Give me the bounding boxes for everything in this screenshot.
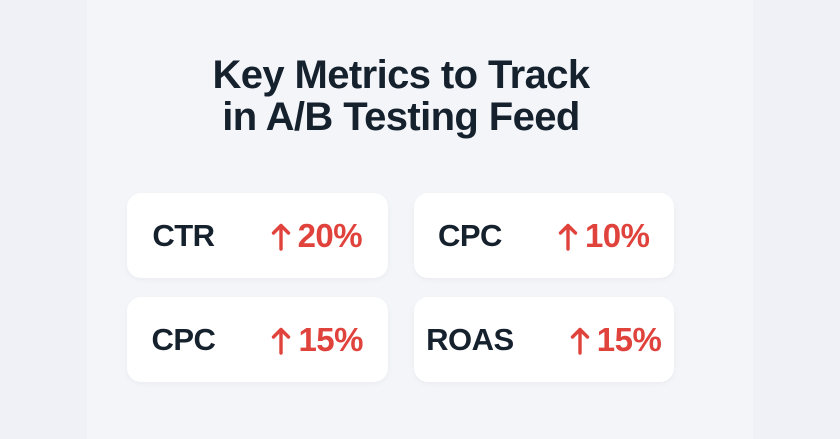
metric-label: CPC (151, 321, 216, 357)
metric-value: 15% (570, 323, 662, 356)
metric-value: 20% (271, 219, 363, 252)
page-title: Key Metrics to Track in A/B Testing Feed (0, 54, 802, 138)
metric-value: 10% (558, 219, 650, 252)
metric-card-cpc-bottom: CPC 15% (127, 297, 388, 382)
metrics-grid: CTR 20% CPC 10% CPC (127, 193, 674, 382)
metric-card-roas: ROAS 15% (413, 297, 674, 382)
metric-percent: 10% (584, 217, 650, 254)
metric-percent: 15% (298, 321, 363, 358)
metric-label: CPC (437, 217, 502, 253)
title-line-1: Key Metrics to Track (212, 53, 590, 97)
metric-label: ROAS (426, 321, 514, 357)
metric-card-cpc-top: CPC 10% (413, 193, 674, 278)
metric-label: CTR (152, 217, 215, 253)
metric-card-ctr: CTR 20% (127, 193, 388, 278)
up-arrow-icon (272, 327, 291, 355)
up-arrow-icon (570, 327, 589, 355)
title-line-2: in A/B Testing Feed (222, 95, 580, 139)
metric-value: 15% (271, 323, 363, 356)
metric-percent: 15% (596, 321, 662, 358)
up-arrow-icon (558, 223, 578, 251)
metric-percent: 20% (297, 217, 363, 254)
up-arrow-icon (271, 223, 290, 251)
